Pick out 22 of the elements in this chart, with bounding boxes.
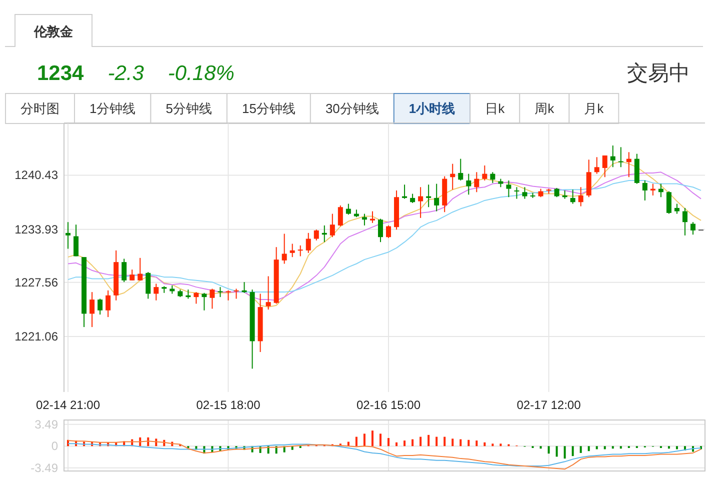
text: 5分钟线	[166, 101, 212, 116]
text: 伦敦金	[33, 24, 74, 39]
text: 15分钟线	[242, 101, 296, 116]
text: -0.18%	[168, 62, 234, 85]
x-tick-label: 02-17 12:00	[516, 398, 582, 412]
y-tick-label: 1233.93	[14, 222, 58, 236]
text: 交易中	[627, 62, 690, 85]
text: 月k	[584, 101, 604, 116]
text: 分时图	[20, 101, 60, 116]
y-tick-label: 1240.43	[14, 168, 58, 182]
y-tick-label: 1221.06	[14, 330, 58, 344]
text: 1分钟线	[90, 101, 136, 116]
text: -2.3	[108, 62, 144, 85]
text: 1小时线	[408, 101, 456, 116]
x-tick-label: 02-16 15:00	[356, 398, 421, 412]
text: 周k	[534, 101, 555, 116]
text: 日k	[485, 101, 506, 116]
x-tick-label: 02-14 21:00	[36, 398, 100, 412]
y-tick-label: 1227.56	[14, 275, 58, 290]
text: 30分钟线	[325, 101, 379, 116]
x-tick-label: 02-15 18:00	[196, 398, 261, 412]
text: 1234	[37, 62, 84, 85]
